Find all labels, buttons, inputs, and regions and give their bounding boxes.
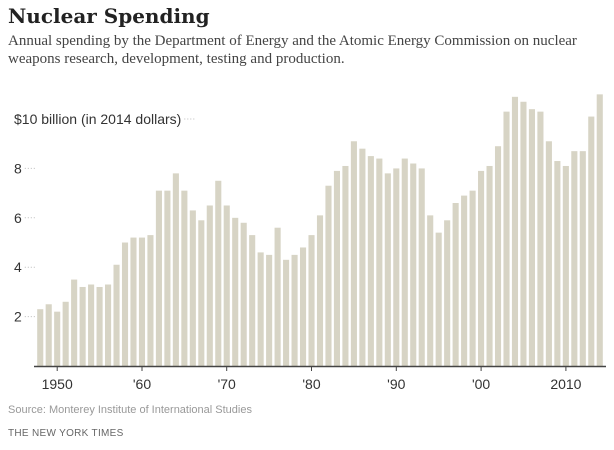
y-tick-label-10: $10 billion (in 2014 dollars) — [14, 111, 181, 127]
bar-1977 — [283, 259, 290, 366]
chart-title: Nuclear Spending — [8, 4, 210, 28]
bar-1967 — [198, 220, 205, 366]
bar-1975 — [266, 254, 273, 366]
bar-2012 — [579, 151, 586, 366]
bar-1952 — [71, 279, 78, 366]
bar-1998 — [461, 195, 468, 366]
bar-2013 — [588, 116, 595, 366]
bar-1989 — [384, 173, 391, 366]
bar-1987 — [367, 156, 374, 366]
bar-1996 — [444, 220, 451, 366]
bar-1954 — [88, 284, 95, 366]
bar-1997 — [452, 203, 459, 366]
bar-1974 — [257, 252, 264, 366]
bar-1982 — [325, 185, 332, 366]
bar-1950 — [54, 311, 61, 366]
bar-2006 — [528, 109, 535, 367]
bar-1956 — [105, 284, 112, 366]
bar-1949 — [45, 304, 52, 366]
bar-1970 — [223, 205, 230, 366]
x-tick-label-1960: '60 — [133, 376, 151, 392]
bar-1951 — [62, 301, 69, 366]
bar-1972 — [240, 222, 247, 366]
bar-1981 — [316, 215, 324, 366]
bar-1993 — [418, 168, 425, 366]
y-tick-label-2: 2 — [14, 309, 22, 325]
bar-1968 — [206, 205, 213, 366]
x-tick-label-2000: '00 — [472, 376, 490, 392]
bar-1963 — [164, 190, 171, 366]
bar-1994 — [427, 215, 434, 366]
chart-subtitle: Annual spending by the Department of Ene… — [8, 33, 577, 67]
bar-1976 — [274, 227, 281, 366]
bar-1957 — [113, 264, 120, 366]
bar-1991 — [401, 158, 408, 366]
bar-1985 — [350, 141, 357, 366]
bar-1964 — [172, 173, 179, 366]
bar-2011 — [571, 151, 578, 366]
bar-1959 — [130, 237, 137, 366]
y-tick-label-4: 4 — [14, 259, 22, 275]
y-tick-label-8: 8 — [14, 160, 22, 176]
bar-1958 — [121, 242, 129, 366]
bar-1973 — [249, 235, 256, 366]
x-tick-label-1970: '70 — [218, 376, 236, 392]
bar-1984 — [342, 165, 349, 366]
bar-2010 — [562, 165, 569, 366]
bar-1980 — [308, 235, 315, 366]
source-note: Source: Monterey Institute of Internatio… — [8, 404, 252, 416]
bar-1960 — [138, 237, 146, 366]
x-tick-label-2010: 2010 — [550, 376, 581, 392]
bar-2004 — [511, 96, 519, 366]
x-tick-label-1980: '80 — [302, 376, 320, 392]
bar-1995 — [435, 232, 442, 366]
bar-1986 — [359, 148, 366, 366]
bar-2003 — [503, 111, 510, 366]
bar-2001 — [486, 165, 493, 366]
bar-1971 — [232, 217, 239, 366]
bar-1961 — [147, 235, 154, 366]
bar-1988 — [376, 158, 383, 366]
bar-1999 — [469, 190, 476, 366]
bar-2002 — [494, 146, 502, 366]
bar-1979 — [299, 247, 307, 366]
bar-1953 — [79, 286, 86, 366]
x-tick-label-1950: 1950 — [42, 376, 73, 392]
bar-1983 — [333, 170, 340, 366]
bar-1962 — [155, 190, 162, 366]
publisher-credit: THE NEW YORK TIMES — [8, 428, 124, 439]
bar-2009 — [554, 161, 561, 366]
bar-2008 — [545, 141, 552, 366]
bar-2014 — [596, 94, 603, 366]
bar-1969 — [215, 180, 222, 366]
bar-1992 — [410, 163, 417, 366]
bar-2005 — [520, 101, 527, 366]
bar-1955 — [96, 286, 103, 366]
bar-2000 — [478, 170, 485, 366]
bar-2007 — [537, 111, 544, 366]
x-tick-label-1990: '90 — [387, 376, 405, 392]
bar-1990 — [393, 168, 400, 366]
bar-1966 — [189, 210, 196, 366]
y-tick-label-6: 6 — [14, 210, 22, 226]
bar-1978 — [291, 254, 298, 366]
bar-1948 — [37, 309, 44, 366]
bar-1965 — [181, 190, 188, 366]
